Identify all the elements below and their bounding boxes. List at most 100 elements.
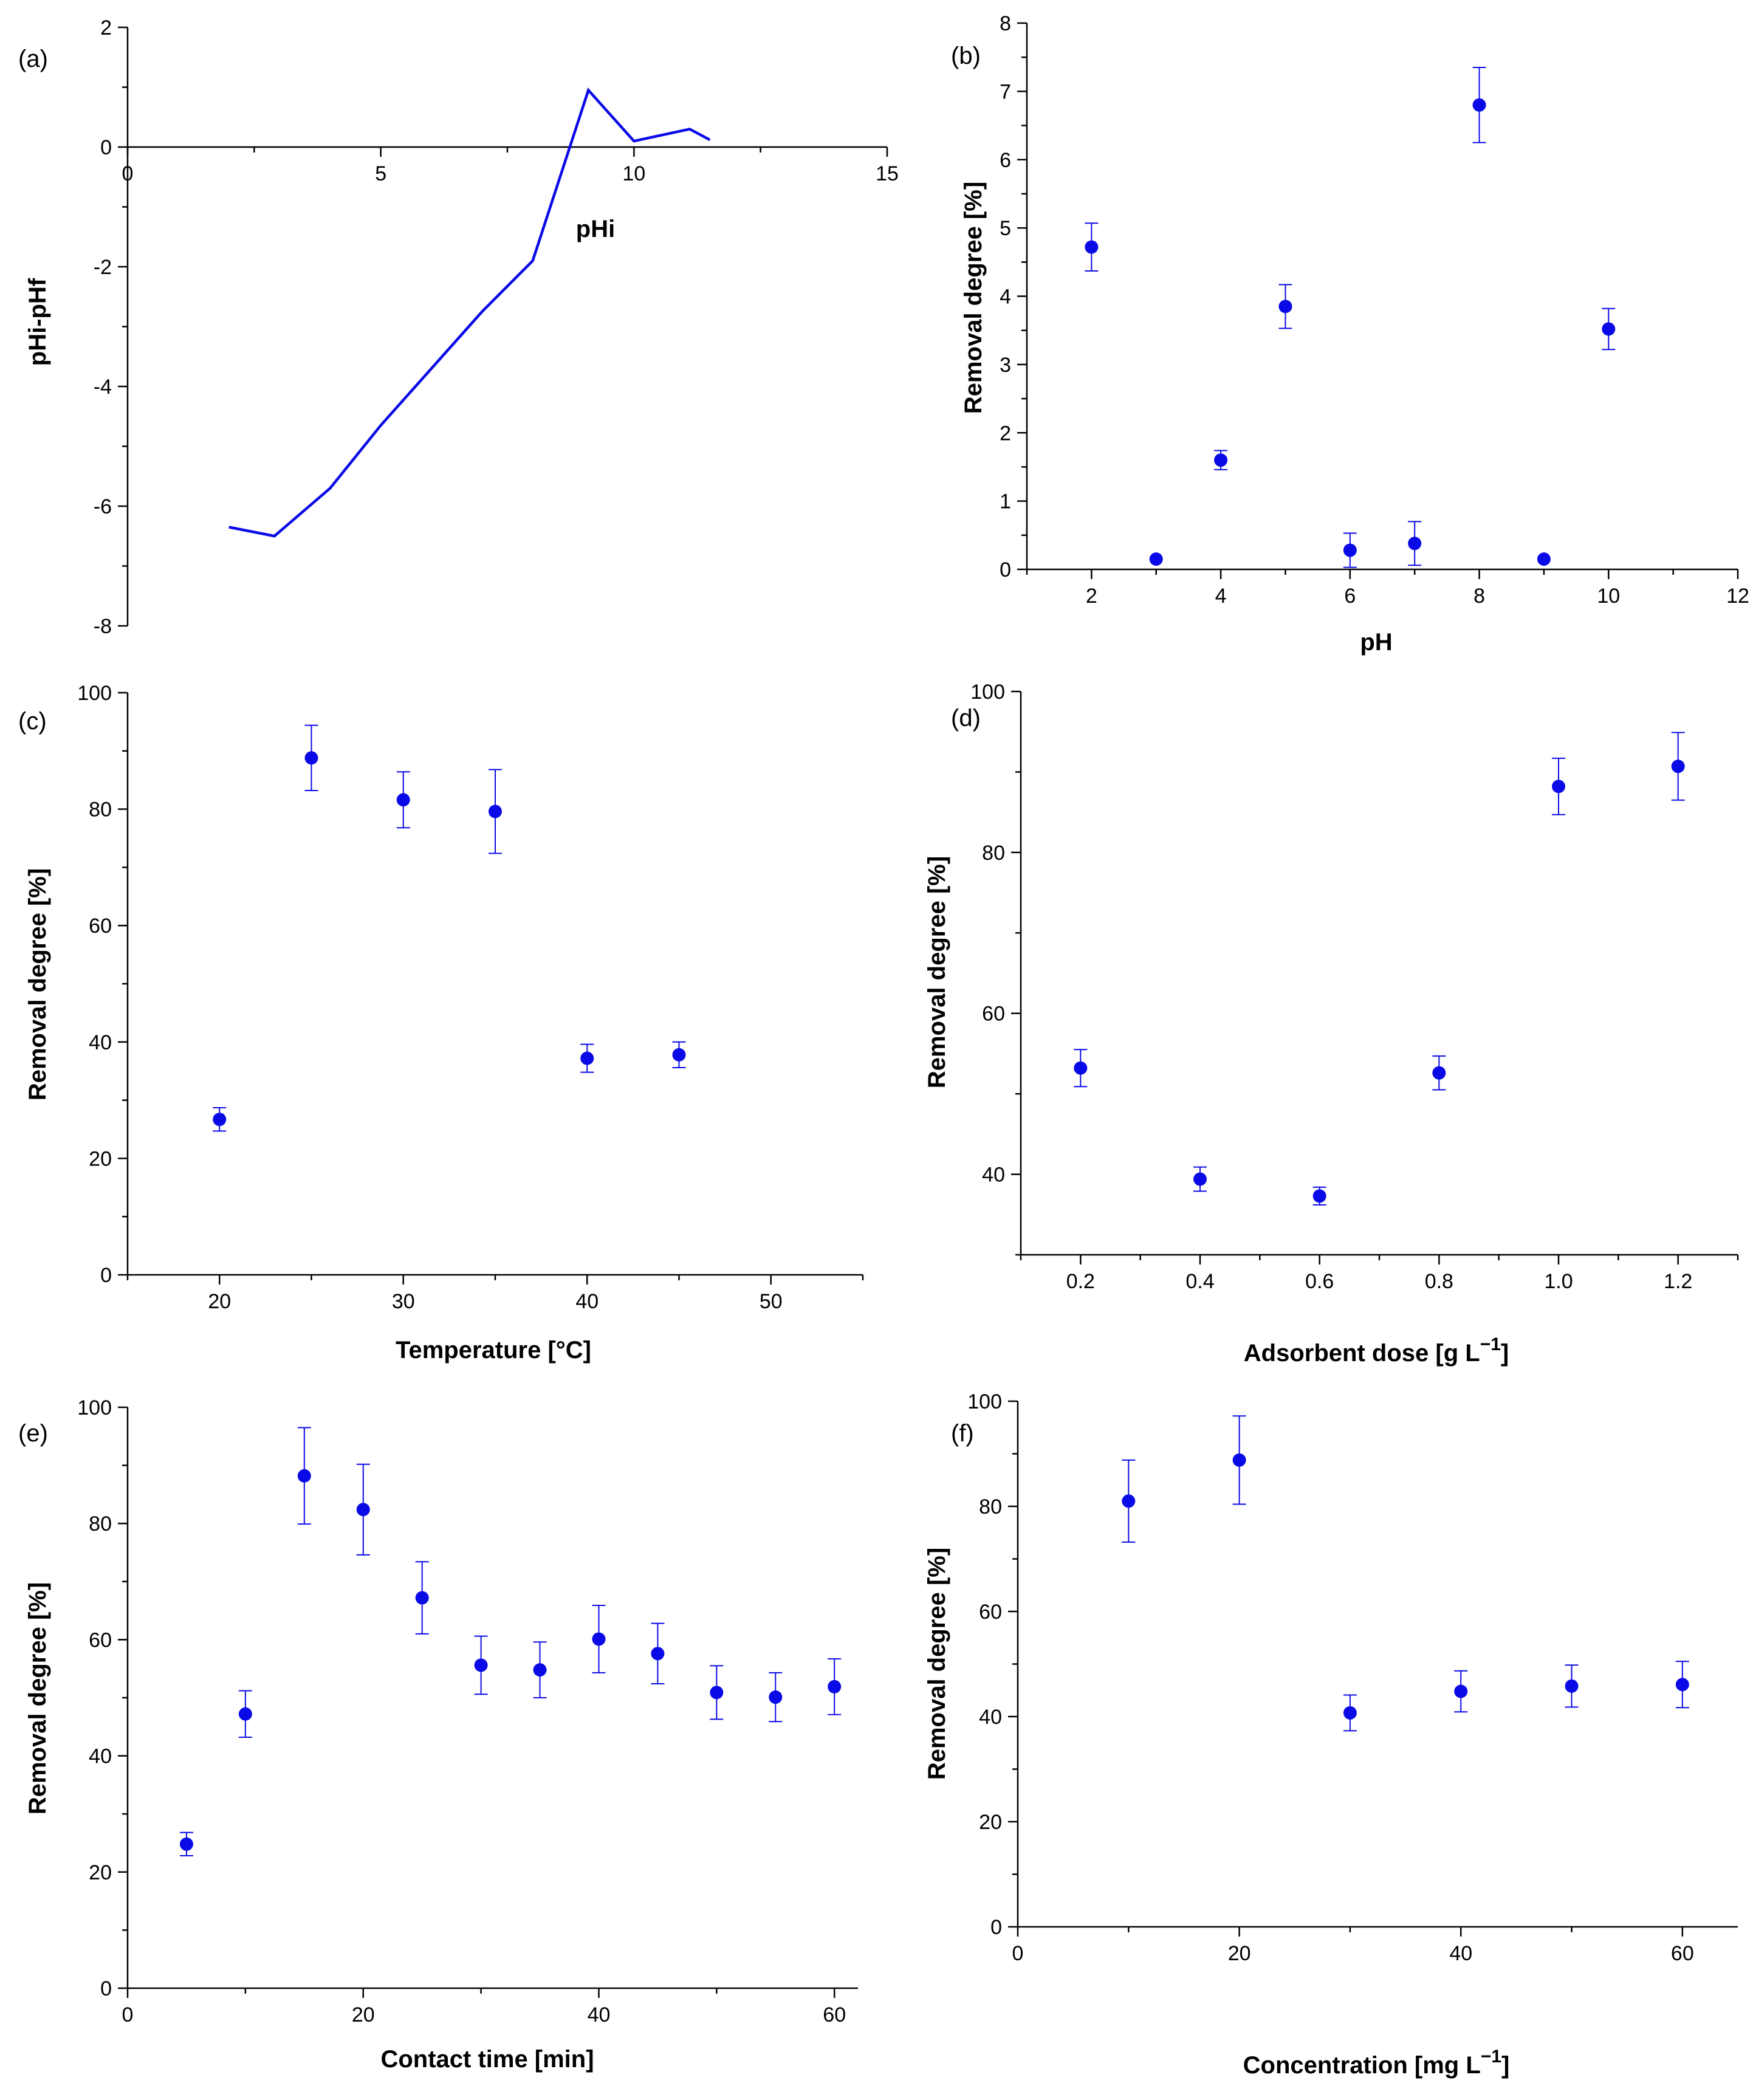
x-axis-label: Concentration [mg L−1] <box>1243 2047 1510 2079</box>
data-point <box>710 1686 724 1700</box>
y-tick-label: 2 <box>1000 422 1011 445</box>
x-axis-label-superscript: −1 <box>1480 1334 1501 1354</box>
x-tick-label: 12 <box>1726 585 1749 608</box>
data-point <box>1408 537 1422 551</box>
y-tick-label: 7 <box>1000 80 1011 103</box>
x-tick-label: 8 <box>1473 585 1485 608</box>
panel-label: (a) <box>18 46 48 72</box>
y-tick-label: 4 <box>1000 286 1011 309</box>
y-tick-label: 0 <box>100 1264 112 1287</box>
x-tick-label: 2 <box>1086 585 1097 608</box>
data-point <box>1278 300 1292 314</box>
data-point <box>396 793 410 807</box>
x-axis-label-tail: ] <box>1501 1340 1509 1367</box>
panel-a: (a) 0 5 10 15 -8 -6 -4 -2 0 2 pHi pHi-pHf <box>18 16 899 638</box>
data-point <box>1472 98 1486 112</box>
x-tick-label: 1.0 <box>1544 1270 1573 1293</box>
y-tick-label: 0 <box>990 1916 1002 1939</box>
series-line <box>228 88 711 538</box>
data-point <box>1074 1061 1088 1075</box>
y-tick-label: 0 <box>100 136 112 159</box>
x-tick-label: 0 <box>122 162 134 185</box>
x-tick-label: 60 <box>1671 1942 1694 1965</box>
x-tick-label: 10 <box>1597 585 1620 608</box>
data-point <box>1312 1189 1326 1203</box>
x-axis-label: pH <box>1360 629 1392 656</box>
y-tick-label: 100 <box>77 682 112 705</box>
x-tick-label: 40 <box>575 1290 599 1313</box>
data-point <box>1454 1684 1468 1698</box>
panel-e: (e) 0 20 40 60 0 20 40 60 80 100 Contact time [min]… <box>18 1396 858 2073</box>
x-tick-label: 0.8 <box>1425 1270 1453 1293</box>
x-tick-label: 0 <box>122 2003 134 2026</box>
x-tick-label: 40 <box>1449 1942 1472 1965</box>
x-tick-label: 0.4 <box>1185 1270 1214 1293</box>
y-tick-label: -4 <box>94 376 112 399</box>
y-tick-label: 6 <box>1000 149 1011 172</box>
x-tick-label: 15 <box>876 162 899 185</box>
x-axis-label: Contact time [min] <box>380 2046 594 2073</box>
data-point <box>580 1051 594 1065</box>
panel-label: (f) <box>951 1420 974 1447</box>
x-tick-label: 5 <box>375 162 386 185</box>
data-point <box>179 1837 193 1851</box>
y-tick-label: 8 <box>1000 12 1011 35</box>
y-tick-label: 40 <box>979 1706 1002 1729</box>
data-point <box>474 1658 488 1672</box>
data-point <box>1343 543 1357 557</box>
y-tick-label: 0 <box>1000 558 1011 582</box>
data-point <box>1671 760 1685 774</box>
panel-c: (c) 20 30 40 50 0 20 40 60 80 100 Temperature [°C] R… <box>18 682 864 1364</box>
y-axis-label: Removal degree [%] <box>924 856 950 1088</box>
panel-d: (d) 0.2 0.4 0.6 0.8 1.0 1.2 40 60 80 100 Adsorbent … <box>924 681 1739 1367</box>
x-tick-label: 30 <box>392 1290 415 1313</box>
x-tick-label: 0 <box>1012 1942 1024 1965</box>
data-point <box>1232 1453 1246 1467</box>
y-tick-label: 60 <box>979 1601 1002 1624</box>
data-point <box>356 1503 370 1517</box>
x-tick-label: 20 <box>352 2003 375 2026</box>
data-point <box>1085 240 1099 254</box>
data-point <box>592 1632 606 1646</box>
data-point <box>651 1647 665 1661</box>
x-tick-label: 10 <box>622 162 645 185</box>
x-tick-label: 0.2 <box>1066 1270 1095 1293</box>
data-point <box>1565 1679 1579 1693</box>
data-point <box>1552 780 1565 794</box>
data-point <box>415 1591 429 1605</box>
data-point <box>1149 552 1163 566</box>
y-axis-label: Removal degree [%] <box>924 1548 950 1780</box>
x-tick-label: 4 <box>1215 585 1227 608</box>
y-tick-label: 1 <box>1000 490 1011 513</box>
x-tick-label: 40 <box>588 2003 611 2026</box>
data-point <box>828 1680 842 1693</box>
x-axis-label: pHi <box>576 216 615 242</box>
x-axis-label: Temperature [°C] <box>396 1337 591 1364</box>
panel-label: (c) <box>18 708 47 735</box>
data-point <box>1537 552 1551 566</box>
y-axis-label: Removal degree [%] <box>24 1582 51 1814</box>
data-point <box>1432 1066 1446 1080</box>
y-tick-label: 40 <box>982 1164 1005 1187</box>
y-tick-label: 20 <box>89 1147 112 1170</box>
y-tick-label: -6 <box>94 495 112 518</box>
x-tick-label: 20 <box>1228 1942 1251 1965</box>
y-tick-label: 60 <box>982 1003 1005 1026</box>
panel-label: (d) <box>951 705 981 732</box>
data-point <box>297 1469 311 1483</box>
data-point <box>489 805 502 818</box>
x-tick-label: 0.6 <box>1305 1270 1334 1293</box>
y-tick-label: 0 <box>100 1977 112 2000</box>
x-tick-label: 6 <box>1344 585 1356 608</box>
y-axis-label: pHi-pHf <box>24 278 51 366</box>
data-point <box>1343 1706 1357 1720</box>
y-tick-label: 40 <box>89 1031 112 1054</box>
panel-label: (e) <box>18 1420 48 1447</box>
y-axis-label: Removal degree [%] <box>960 182 987 414</box>
data-point <box>1214 453 1228 467</box>
data-point <box>1122 1494 1136 1508</box>
data-point <box>769 1690 783 1704</box>
data-point <box>1602 322 1616 336</box>
